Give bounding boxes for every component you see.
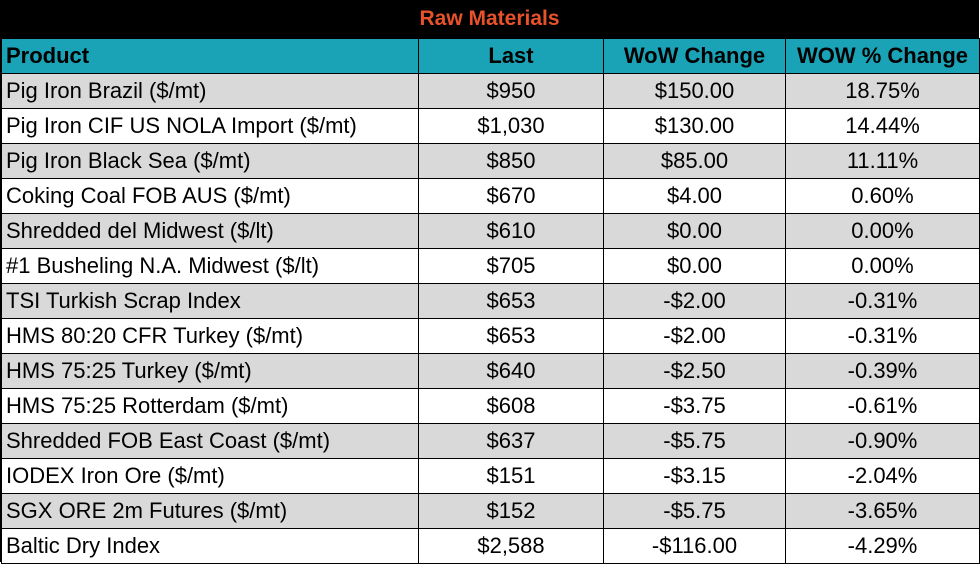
cell-last: $637 <box>418 423 604 459</box>
cell-product: Pig Iron Brazil ($/mt) <box>1 73 419 109</box>
table-row: Baltic Dry Index $2,588 -$116.00 -4.29% <box>1 528 980 564</box>
table-row: Coking Coal FOB AUS ($/mt) $670 $4.00 0.60% <box>1 178 980 214</box>
cell-wow-pct-change: -3.65% <box>785 493 980 529</box>
cell-wow-change: $130.00 <box>603 108 786 144</box>
table-row: #1 Busheling N.A. Midwest ($/lt) $705 $0.0… <box>1 248 980 284</box>
cell-wow-pct-change: -2.04% <box>785 458 980 494</box>
cell-wow-pct-change: -0.31% <box>785 283 980 319</box>
cell-wow-change: $0.00 <box>603 213 786 249</box>
cell-last: $608 <box>418 388 604 424</box>
cell-wow-pct-change: 0.60% <box>785 178 980 214</box>
table-row: Shredded FOB East Coast ($/mt) $637 -$5.75… <box>1 423 980 459</box>
table-row: TSI Turkish Scrap Index $653 -$2.00 -0.31% <box>1 283 980 319</box>
cell-product: Baltic Dry Index <box>1 528 419 564</box>
cell-product: Pig Iron Black Sea ($/mt) <box>1 143 419 179</box>
cell-wow-pct-change: 18.75% <box>785 73 980 109</box>
cell-wow-change: -$2.00 <box>603 283 786 319</box>
cell-wow-change: -$2.00 <box>603 318 786 354</box>
cell-last: $670 <box>418 178 604 214</box>
cell-wow-change: -$3.75 <box>603 388 786 424</box>
cell-wow-pct-change: 14.44% <box>785 108 980 144</box>
cell-wow-change: -$5.75 <box>603 423 786 459</box>
cell-wow-pct-change: -0.31% <box>785 318 980 354</box>
cell-product: Pig Iron CIF US NOLA Import ($/mt) <box>1 108 419 144</box>
raw-materials-table: Product Last WoW Change WOW % Change Pig… <box>1 38 980 564</box>
cell-last: $151 <box>418 458 604 494</box>
cell-wow-change: -$116.00 <box>603 528 786 564</box>
cell-product: #1 Busheling N.A. Midwest ($/lt) <box>1 248 419 284</box>
cell-wow-pct-change: 0.00% <box>785 248 980 284</box>
table-row: HMS 80:20 CFR Turkey ($/mt) $653 -$2.00 -0.… <box>1 318 980 354</box>
table-row: Pig Iron Brazil ($/mt) $950 $150.00 18.75% <box>1 73 980 109</box>
table-row: HMS 75:25 Turkey ($/mt) $640 -$2.50 -0.39% <box>1 353 980 389</box>
cell-wow-change: $4.00 <box>603 178 786 214</box>
header-product: Product <box>1 38 419 74</box>
cell-product: HMS 80:20 CFR Turkey ($/mt) <box>1 318 419 354</box>
header-wow-pct-change: WOW % Change <box>785 38 980 74</box>
cell-wow-change: -$3.15 <box>603 458 786 494</box>
cell-last: $950 <box>418 73 604 109</box>
cell-wow-change: $150.00 <box>603 73 786 109</box>
cell-last: $610 <box>418 213 604 249</box>
cell-last: $850 <box>418 143 604 179</box>
header-last: Last <box>418 38 604 74</box>
cell-product: Shredded del Midwest ($/lt) <box>1 213 419 249</box>
header-row: Product Last WoW Change WOW % Change <box>1 38 980 74</box>
cell-last: $653 <box>418 318 604 354</box>
cell-wow-pct-change: -0.39% <box>785 353 980 389</box>
cell-wow-pct-change: -0.90% <box>785 423 980 459</box>
cell-last: $152 <box>418 493 604 529</box>
cell-wow-change: $85.00 <box>603 143 786 179</box>
cell-last: $1,030 <box>418 108 604 144</box>
cell-product: TSI Turkish Scrap Index <box>1 283 419 319</box>
table-body: Pig Iron Brazil ($/mt) $950 $150.00 18.75% P… <box>1 73 980 564</box>
cell-wow-pct-change: 11.11% <box>785 143 980 179</box>
cell-product: HMS 75:25 Turkey ($/mt) <box>1 353 419 389</box>
table-row: Shredded del Midwest ($/lt) $610 $0.00 0.00… <box>1 213 980 249</box>
cell-last: $653 <box>418 283 604 319</box>
cell-product: IODEX Iron Ore ($/mt) <box>1 458 419 494</box>
cell-product: HMS 75:25 Rotterdam ($/mt) <box>1 388 419 424</box>
table-row: Pig Iron CIF US NOLA Import ($/mt) $1,030… <box>1 108 980 144</box>
cell-wow-change: $0.00 <box>603 248 786 284</box>
table-title: Raw Materials <box>1 0 978 38</box>
cell-last: $2,588 <box>418 528 604 564</box>
cell-product: SGX ORE 2m Futures ($/mt) <box>1 493 419 529</box>
table-row: SGX ORE 2m Futures ($/mt) $152 -$5.75 -3.65… <box>1 493 980 529</box>
cell-last: $640 <box>418 353 604 389</box>
table-row: IODEX Iron Ore ($/mt) $151 -$3.15 -2.04% <box>1 458 980 494</box>
table-row: HMS 75:25 Rotterdam ($/mt) $608 -$3.75 -0.6… <box>1 388 980 424</box>
cell-wow-pct-change: 0.00% <box>785 213 980 249</box>
cell-wow-pct-change: -4.29% <box>785 528 980 564</box>
cell-wow-change: -$2.50 <box>603 353 786 389</box>
cell-product: Shredded FOB East Coast ($/mt) <box>1 423 419 459</box>
cell-wow-change: -$5.75 <box>603 493 786 529</box>
header-wow-change: WoW Change <box>603 38 786 74</box>
cell-last: $705 <box>418 248 604 284</box>
cell-wow-pct-change: -0.61% <box>785 388 980 424</box>
table-row: Pig Iron Black Sea ($/mt) $850 $85.00 11.11… <box>1 143 980 179</box>
cell-product: Coking Coal FOB AUS ($/mt) <box>1 178 419 214</box>
